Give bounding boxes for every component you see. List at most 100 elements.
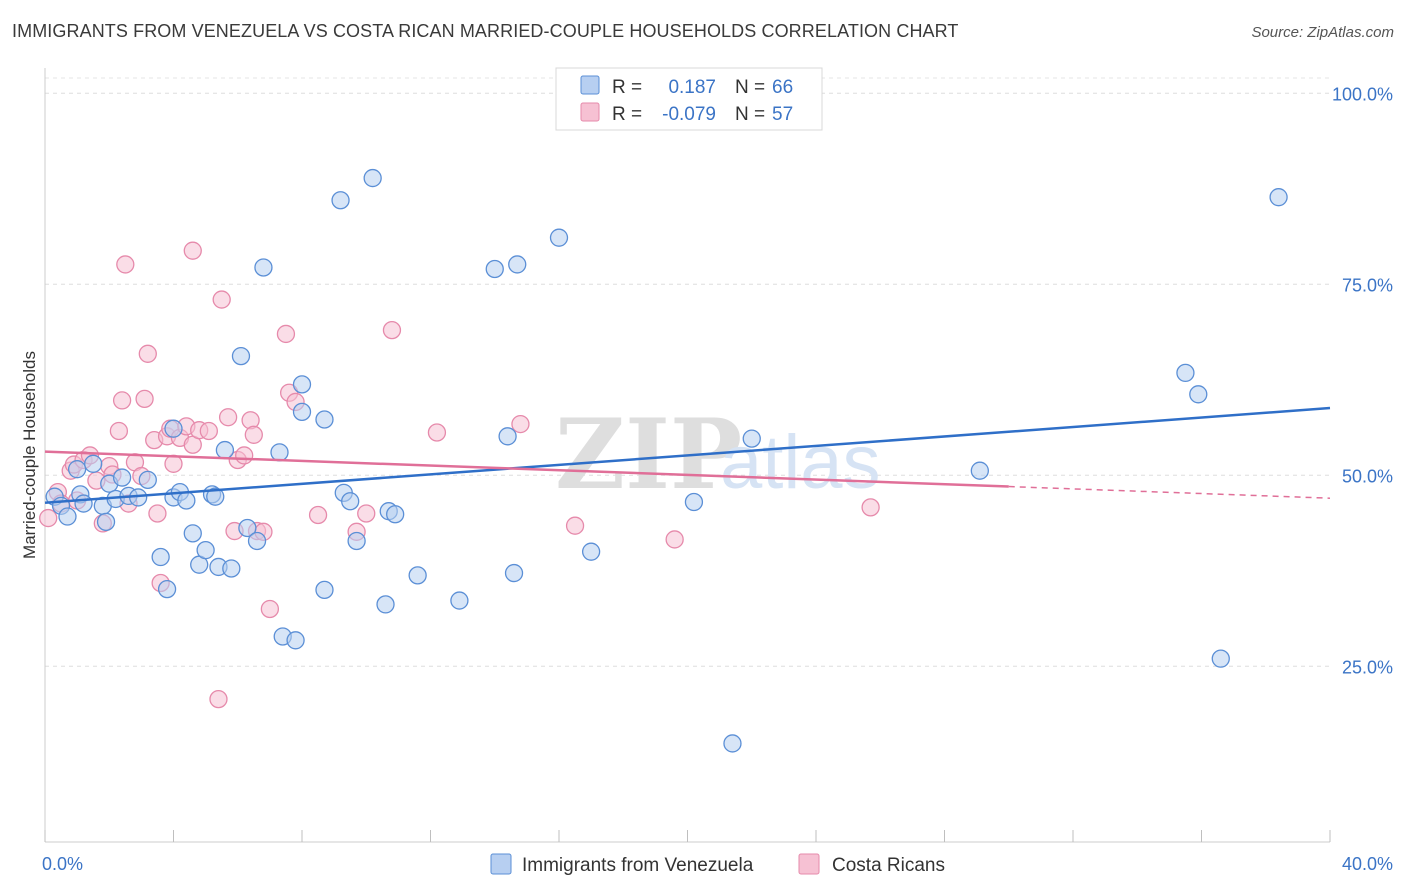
legend-swatch-blue [580, 75, 600, 95]
point-pink-25 [164, 454, 183, 473]
legend-n-value-1: 57 [772, 104, 793, 125]
point-pink-32 [209, 689, 228, 709]
point-blue-6 [84, 454, 103, 473]
legend-r-value-1: -0.079 [662, 104, 716, 125]
point-pink-49 [382, 320, 402, 340]
point-pink-43 [276, 324, 296, 344]
point-pink-19 [138, 344, 157, 363]
x-tick-labels: 0.0% 40.0% [42, 854, 1393, 874]
point-blue-35 [286, 631, 305, 650]
point-pink-42 [260, 599, 280, 619]
point-blue-21 [183, 524, 202, 543]
point-blue-58 [742, 429, 761, 448]
point-blue-52 [504, 563, 524, 583]
point-blue-28 [222, 559, 241, 578]
trend-line-pink-extension [1008, 485, 1331, 499]
chart-title: IMMIGRANTS FROM VENEZUELA VS COSTA RICAN… [12, 21, 959, 41]
point-blue-20 [177, 491, 196, 510]
point-blue-16 [157, 579, 177, 599]
point-pink-39 [244, 425, 263, 444]
series-legend-label-pink: Costa Ricans [832, 855, 945, 876]
point-blue-55 [581, 542, 601, 561]
point-pink-51 [511, 414, 530, 434]
y-tick-label-3: 25.0% [1342, 657, 1393, 677]
point-blue-57 [723, 734, 742, 753]
point-blue-44 [363, 168, 382, 188]
point-blue-40 [331, 191, 350, 210]
point-blue-3 [67, 460, 87, 479]
trend-lines [44, 406, 1331, 505]
point-blue-30 [238, 518, 257, 538]
point-pink-0 [39, 508, 58, 528]
source-credit: Source: ZipAtlas.com [1251, 24, 1394, 41]
point-blue-11 [112, 468, 132, 487]
y-tick-labels: 100.0% 75.0% 50.0% 25.0% [1332, 84, 1393, 677]
series-legend-label-blue: Immigrants from Venezuela [522, 855, 754, 876]
point-blue-47 [386, 505, 405, 524]
axes [44, 68, 1331, 843]
point-blue-23 [196, 541, 215, 560]
point-pink-33 [212, 290, 231, 309]
point-blue-33 [270, 443, 289, 462]
point-blue-29 [231, 346, 251, 366]
correlation-legend: R = 0.187 N = 66 R = -0.079 N = 57 [555, 67, 823, 131]
point-blue-49 [450, 591, 469, 610]
x-tick-label-0: 0.0% [42, 854, 83, 874]
series-venezuela-points [45, 168, 1288, 753]
legend-n-label-0: N = [735, 77, 765, 98]
point-blue-59 [970, 461, 989, 480]
point-pink-48 [357, 504, 376, 523]
point-pink-21 [148, 504, 167, 523]
point-blue-54 [549, 228, 569, 247]
point-blue-27 [215, 440, 235, 460]
point-blue-53 [508, 255, 527, 274]
point-blue-37 [292, 375, 312, 394]
point-pink-13 [112, 391, 132, 410]
point-pink-31 [199, 421, 218, 441]
y-tick-label-1: 75.0% [1342, 275, 1393, 295]
legend-r-label-1: R = [612, 104, 642, 125]
y-tick-label-0: 100.0% [1332, 84, 1393, 104]
trend-line-blue [44, 406, 1331, 505]
point-pink-52 [565, 516, 585, 535]
point-blue-51 [498, 427, 517, 446]
point-blue-56 [684, 492, 704, 512]
series-legend-swatch-pink [798, 853, 820, 875]
point-blue-15 [151, 547, 170, 567]
point-pink-18 [135, 389, 154, 409]
point-blue-42 [341, 492, 360, 511]
point-blue-48 [408, 566, 427, 585]
point-blue-25 [206, 487, 225, 506]
point-blue-43 [347, 531, 366, 551]
point-blue-14 [138, 470, 157, 490]
point-blue-38 [315, 410, 334, 429]
watermark-atlas: atlas [720, 420, 881, 505]
point-blue-62 [1211, 649, 1230, 668]
point-pink-12 [109, 421, 129, 441]
series-legend: Immigrants from Venezuela Costa Ricans [490, 853, 945, 876]
point-blue-36 [292, 402, 312, 422]
y-tick-label-2: 50.0% [1342, 466, 1393, 486]
point-pink-50 [427, 423, 447, 442]
legend-r-label-0: R = [612, 77, 642, 98]
trend-line-pink [44, 450, 1009, 488]
point-pink-54 [861, 498, 880, 517]
point-blue-60 [1176, 363, 1195, 383]
point-blue-5 [74, 494, 93, 513]
legend-r-value-0: 0.187 [668, 77, 716, 98]
legend-swatch-pink [580, 102, 600, 122]
point-pink-37 [235, 446, 254, 465]
point-blue-18 [164, 419, 183, 438]
series-legend-swatch-blue [490, 853, 512, 875]
point-blue-50 [485, 259, 504, 279]
y-axis-label: Married-couple Households [20, 351, 39, 559]
point-pink-53 [665, 530, 684, 549]
gridlines [45, 77, 1330, 667]
point-pink-46 [308, 505, 328, 525]
watermark: ZIP atlas [555, 398, 881, 511]
legend-n-value-0: 66 [772, 77, 793, 98]
legend-n-label-1: N = [735, 104, 765, 125]
point-blue-31 [247, 531, 267, 551]
point-blue-45 [376, 595, 395, 614]
